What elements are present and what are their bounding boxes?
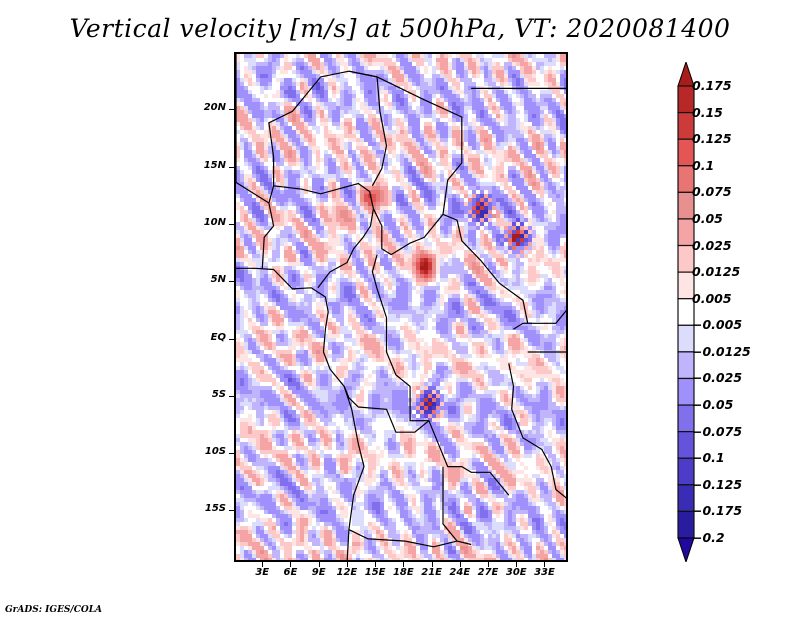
colorbar-level-label: 0.005 — [692, 290, 732, 306]
colorbar-level-label: 0.05 — [692, 210, 723, 226]
y-tick-mark — [229, 510, 234, 512]
x-tick-mark — [318, 562, 320, 567]
colorbar-level-label: −0.05 — [692, 397, 734, 413]
colorbar-level-label: −0.005 — [692, 317, 743, 333]
x-tick-label: 12E — [336, 567, 358, 578]
x-tick-label: 21E — [421, 567, 442, 578]
colorbar-level-label: −0.025 — [692, 370, 743, 386]
x-tick-mark — [403, 562, 405, 567]
x-tick-mark — [516, 562, 518, 567]
border-line — [343, 386, 430, 433]
x-tick-label: 18E — [392, 567, 414, 578]
y-tick-label: EQ — [210, 331, 226, 343]
y-tick-label: 15S — [204, 503, 226, 515]
border-line — [371, 76, 388, 187]
border-line — [236, 267, 365, 560]
colorbar-level-label: 0.025 — [692, 237, 732, 253]
border-line — [268, 70, 378, 186]
x-tick-mark — [262, 562, 264, 567]
y-tick-mark — [229, 109, 234, 111]
y-tick-mark — [229, 453, 234, 455]
x-tick-mark — [431, 562, 433, 567]
field-cells — [236, 54, 566, 560]
x-tick-label: 9E — [311, 567, 326, 578]
x-tick-label: 15E — [364, 567, 386, 578]
colorbar-level-label: 0.0125 — [692, 264, 741, 280]
colorbar-level-label: 0.075 — [692, 184, 732, 200]
border-line — [348, 529, 472, 548]
x-tick-mark — [375, 562, 377, 567]
colorbar-level-label: −0.1 — [692, 450, 725, 466]
y-tick-label: 5N — [210, 274, 226, 286]
x-tick-label: 27E — [477, 567, 499, 578]
colorbar-min-arrow — [677, 537, 695, 562]
border-line — [372, 208, 444, 256]
colorbar-level-label: 0.125 — [692, 131, 732, 147]
y-tick-mark — [229, 395, 234, 397]
grads-credit: GrADS: IGES/COLA — [5, 605, 103, 615]
y-tick-mark — [229, 166, 234, 168]
x-tick-label: 33E — [534, 567, 555, 578]
x-tick-label: 24E — [449, 567, 471, 578]
y-tick-label: 20N — [203, 102, 226, 114]
y-tick-label: 10N — [203, 216, 226, 228]
y-tick-label: 10S — [204, 446, 226, 458]
y-tick-label: 5S — [211, 388, 226, 400]
colorbar-level-label: −0.0125 — [692, 343, 751, 359]
x-tick-mark — [290, 562, 292, 567]
colorbar-level-label: −0.125 — [692, 476, 743, 492]
border-line — [508, 363, 566, 499]
colorbar-level-label: 0.15 — [692, 104, 723, 120]
colorbar-level-label: −0.075 — [692, 423, 743, 439]
velocity-field — [236, 54, 566, 560]
chart-title: Vertical velocity [m/s] at 500hPa, VT: 2… — [69, 14, 731, 43]
border-line — [513, 310, 566, 330]
colorbar-level-label: −0.2 — [692, 530, 725, 545]
colorbar-level-label: −0.175 — [692, 503, 743, 519]
x-tick-mark — [346, 562, 348, 567]
x-tick-label: 30E — [505, 567, 527, 578]
y-tick-mark — [229, 281, 234, 283]
map-plot-area — [234, 52, 568, 562]
x-tick-mark — [459, 562, 461, 567]
border-line — [371, 254, 510, 496]
y-tick-mark — [229, 338, 234, 340]
colorbar-level-label: 0.175 — [692, 78, 732, 93]
border-line — [442, 466, 458, 542]
colorbar — [677, 62, 695, 562]
x-tick-label: 6E — [283, 567, 298, 578]
y-tick-label: 15N — [203, 159, 226, 171]
country-borders — [236, 54, 566, 560]
border-line — [236, 54, 275, 269]
x-tick-label: 3E — [255, 567, 270, 578]
x-tick-mark — [488, 562, 490, 567]
y-tick-mark — [229, 223, 234, 225]
colorbar-level-label: 0.1 — [692, 157, 715, 173]
x-tick-mark — [544, 562, 546, 567]
